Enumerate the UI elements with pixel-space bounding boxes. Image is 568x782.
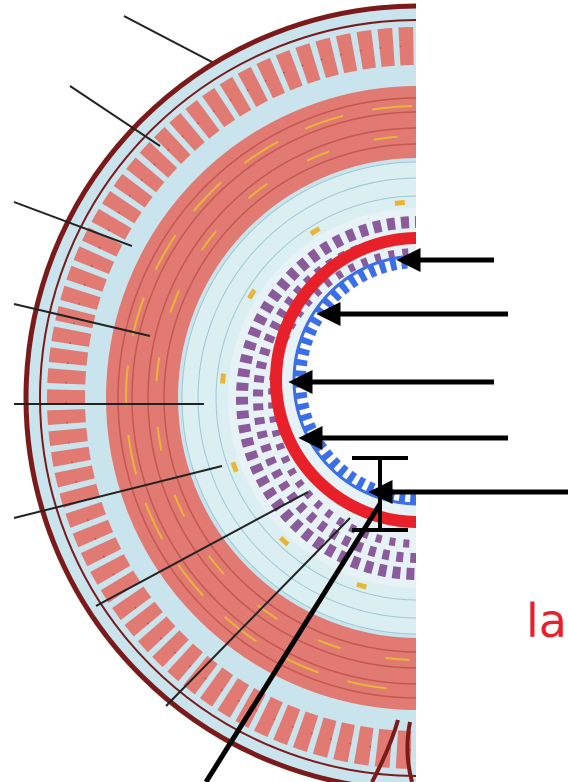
mesentery-attachment — [370, 719, 414, 782]
arrow-head — [396, 247, 421, 273]
leader-line — [13, 201, 133, 247]
leader-line — [165, 517, 351, 707]
muscle-fiber-line — [131, 111, 416, 685]
muscle-fiber-line — [117, 97, 416, 699]
serosa-inner-line — [39, 19, 416, 777]
inner-circular-muscle-layer — [106, 86, 416, 710]
submucosa-fiber-line — [197, 177, 416, 619]
leader-line — [13, 303, 151, 337]
gland-dots-outer — [236, 216, 416, 580]
muscle-fiber-line — [163, 143, 416, 653]
leader-line — [95, 491, 309, 607]
intermuscular-connective-layer — [88, 68, 416, 728]
arrow-head — [298, 425, 323, 451]
long-pointer-line — [203, 502, 383, 782]
leader-line — [13, 465, 223, 519]
submucosa-fiber-line — [215, 195, 416, 601]
leader-line — [123, 15, 213, 63]
left-leader-lines — [13, 15, 351, 707]
fat-streak — [125, 105, 416, 691]
right-arrows — [288, 247, 568, 505]
mucosa-ring — [270, 232, 416, 528]
arrow-head — [316, 301, 341, 327]
muscle-fiber-line — [147, 127, 416, 669]
arrow-head — [288, 369, 313, 395]
half-section — [23, 3, 416, 782]
leader-line — [69, 85, 161, 147]
outer-muscle-layer — [47, 27, 416, 769]
mesentery-curve — [405, 721, 414, 782]
mesentery-curve — [370, 719, 400, 782]
partial-label-text: la — [526, 594, 567, 648]
